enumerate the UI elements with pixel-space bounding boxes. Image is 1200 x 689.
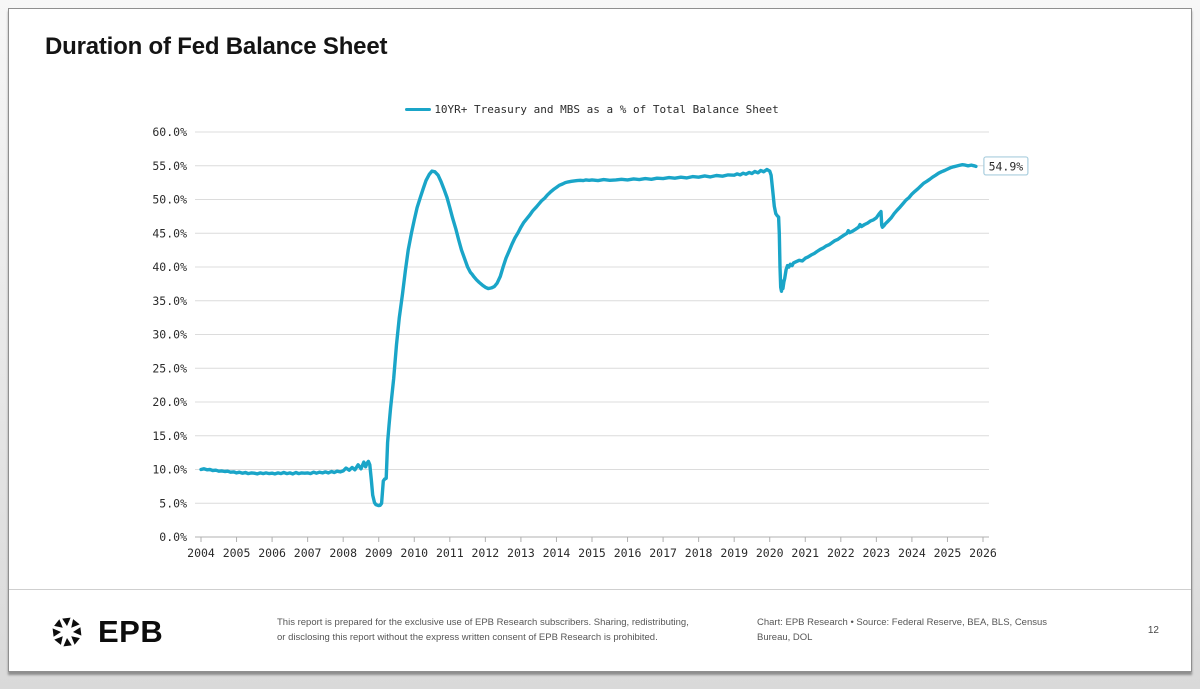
chart-plot: 0.0% 5.0% 10.0% 15.0% 20.0% 25.0% 30.0% 35.0% 40… [152, 125, 1029, 560]
y-tick-label: 60.0% [152, 125, 187, 139]
end-value-box [983, 156, 1029, 176]
y-tick-label: 20.0% [152, 395, 187, 409]
x-tick-label: 2012 [472, 546, 500, 560]
x-tick-label: 2014 [543, 546, 571, 560]
x-tick-label: 2007 [294, 546, 322, 560]
disclaimer-line-1: This report is prepared for the exclusiv… [277, 617, 689, 628]
x-tick-label: 2017 [649, 546, 677, 560]
x-tick-label: 2018 [685, 546, 713, 560]
report-page: Duration of Fed Balance Sheet 10YR+ Trea… [8, 8, 1192, 672]
y-tick-label: 40.0% [152, 260, 187, 274]
x-tick-label: 2004 [187, 546, 215, 560]
y-tick-label: 0.0% [159, 530, 187, 544]
y-tick-label: 50.0% [152, 193, 187, 207]
y-tick-label: 45.0% [152, 226, 187, 240]
x-tick-label: 2026 [969, 546, 997, 560]
x-tick-label: 2023 [863, 546, 891, 560]
brand-name: EPB [98, 614, 164, 649]
page-number: 12 [1147, 625, 1159, 636]
y-tick-label: 5.0% [159, 496, 187, 510]
x-tick-label: 2024 [898, 546, 926, 560]
x-tick-label: 2009 [365, 546, 393, 560]
disclaimer-text: This report is prepared for the exclusiv… [277, 616, 689, 645]
x-tick-label: 2005 [223, 546, 251, 560]
disclaimer-line-2: or disclosing this report without the ex… [277, 631, 658, 643]
x-tick-label: 2011 [436, 546, 464, 560]
epb-aperture-icon [52, 617, 82, 647]
x-tick-label: 2016 [614, 546, 642, 560]
x-tick-label: 2015 [578, 546, 606, 560]
y-tick-label: 55.0% [152, 159, 187, 173]
legend-line-swatch [405, 108, 432, 111]
chart-source-text: Chart: EPB Research • Source: Federal Re… [757, 617, 1048, 643]
x-tick-label: 2025 [934, 546, 962, 560]
x-tick-label: 2019 [720, 546, 748, 560]
x-tick-label: 2010 [400, 546, 428, 560]
series-line [199, 162, 978, 508]
y-tick-label: 35.0% [152, 294, 187, 308]
x-tick-label: 2013 [507, 546, 535, 560]
page-title: Duration of Fed Balance Sheet [45, 33, 388, 60]
chart-legend: 10YR+ Treasury and MBS as a % of Total B… [201, 103, 983, 116]
x-tick-label: 2020 [756, 546, 784, 560]
x-tick-label: 2008 [329, 546, 357, 560]
y-tick-label: 25.0% [152, 361, 187, 375]
footer-divider [9, 589, 1191, 590]
legend-label: 10YR+ Treasury and MBS as a % of Total B… [434, 103, 779, 116]
x-tick-label: 2022 [827, 546, 855, 560]
brand-logo: EPB [45, 609, 163, 655]
x-tick-label: 2021 [791, 546, 819, 560]
y-tick-label: 15.0% [152, 429, 187, 443]
y-tick-label: 30.0% [152, 328, 187, 342]
x-tick-label: 2006 [258, 546, 286, 560]
end-value-label: 54.9% [989, 159, 1024, 173]
y-tick-label: 10.0% [152, 463, 187, 477]
